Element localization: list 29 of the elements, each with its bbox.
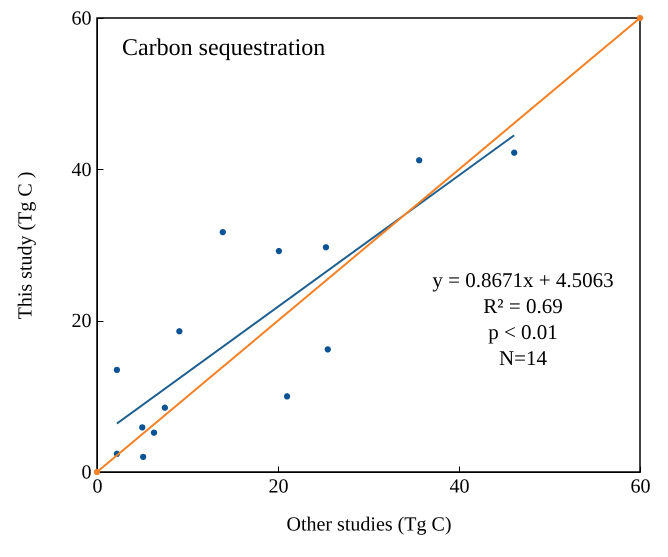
point [416,157,422,164]
point [94,468,100,476]
point [284,393,290,400]
x-tick-label: 60 [630,476,650,498]
point [150,430,158,436]
annotation: p < 0.01 [488,320,558,344]
point [114,366,120,374]
x-tick-label: 20 [268,476,288,498]
point [220,228,226,236]
y-tick-label: 20 [72,310,92,332]
y-axis-title: This study (Tg C ) [14,172,36,320]
x-tick-label: 40 [450,476,470,498]
y-tick-label: 60 [72,8,92,30]
point [139,424,146,431]
point [176,328,183,334]
point [322,244,330,250]
point [636,14,644,22]
y-tick-label: 0 [82,462,92,484]
point [140,454,146,460]
text: Carbon sequestration [122,35,326,61]
y-tick-label: 40 [72,158,92,181]
point [324,346,331,353]
x-axis-title: Other studies (Tg C) [286,514,452,536]
annotation: R² = 0.69 [483,294,563,318]
point [276,248,282,254]
annotation: y = 0.8671x + 4.5063 [432,268,614,292]
point [511,150,518,156]
point [162,404,168,411]
annotation: N=14 [498,346,548,370]
